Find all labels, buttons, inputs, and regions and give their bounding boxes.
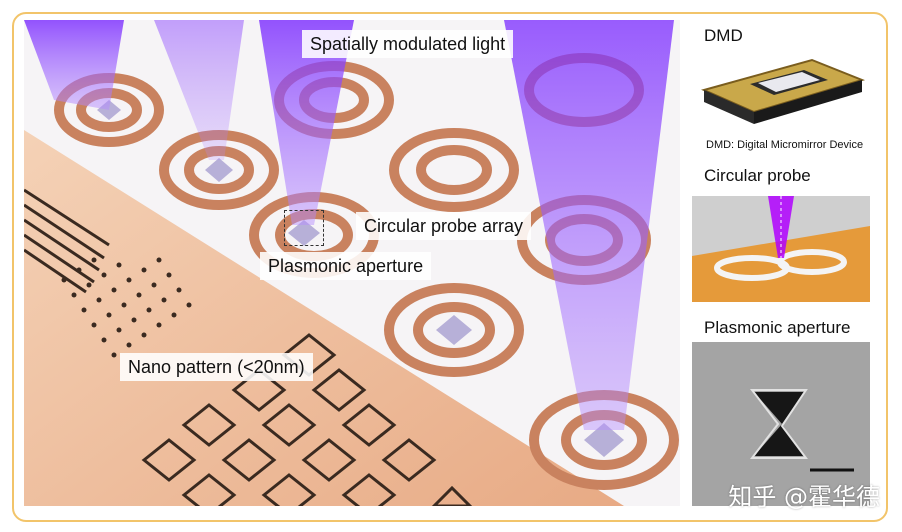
apertures — [97, 100, 624, 457]
label-plasmonic-aperture: Plasmonic aperture — [260, 252, 432, 280]
main-illustration-svg — [24, 20, 680, 506]
label-nano-pattern: Nano pattern (<20nm) — [120, 353, 313, 381]
plasmonic-aperture-sem-image — [692, 342, 870, 506]
label-circular-probe-array: Circular probe array — [356, 212, 532, 240]
nano-dots — [61, 257, 192, 358]
label-spatially-modulated-light: Spatially modulated light — [302, 30, 514, 58]
main-illustration: Spatially modulated light Circular probe… — [24, 20, 680, 506]
plasmonic-aperture-title: Plasmonic aperture — [704, 318, 851, 337]
nano-diamonds — [141, 333, 437, 506]
dmd-title: DMD — [704, 26, 743, 45]
dmd-caption: DMD: Digital Micromirror Device — [706, 139, 864, 151]
nano-lines — [24, 188, 110, 294]
circular-probe-title: Circular probe — [704, 166, 811, 185]
dmd-chip-image — [692, 50, 870, 134]
probe-highlight-box — [284, 210, 324, 246]
watermark: 知乎 @霍华德 — [728, 483, 880, 511]
circular-probe-image — [692, 196, 870, 302]
nano-triangle — [431, 485, 473, 506]
light-beams — [24, 20, 674, 430]
